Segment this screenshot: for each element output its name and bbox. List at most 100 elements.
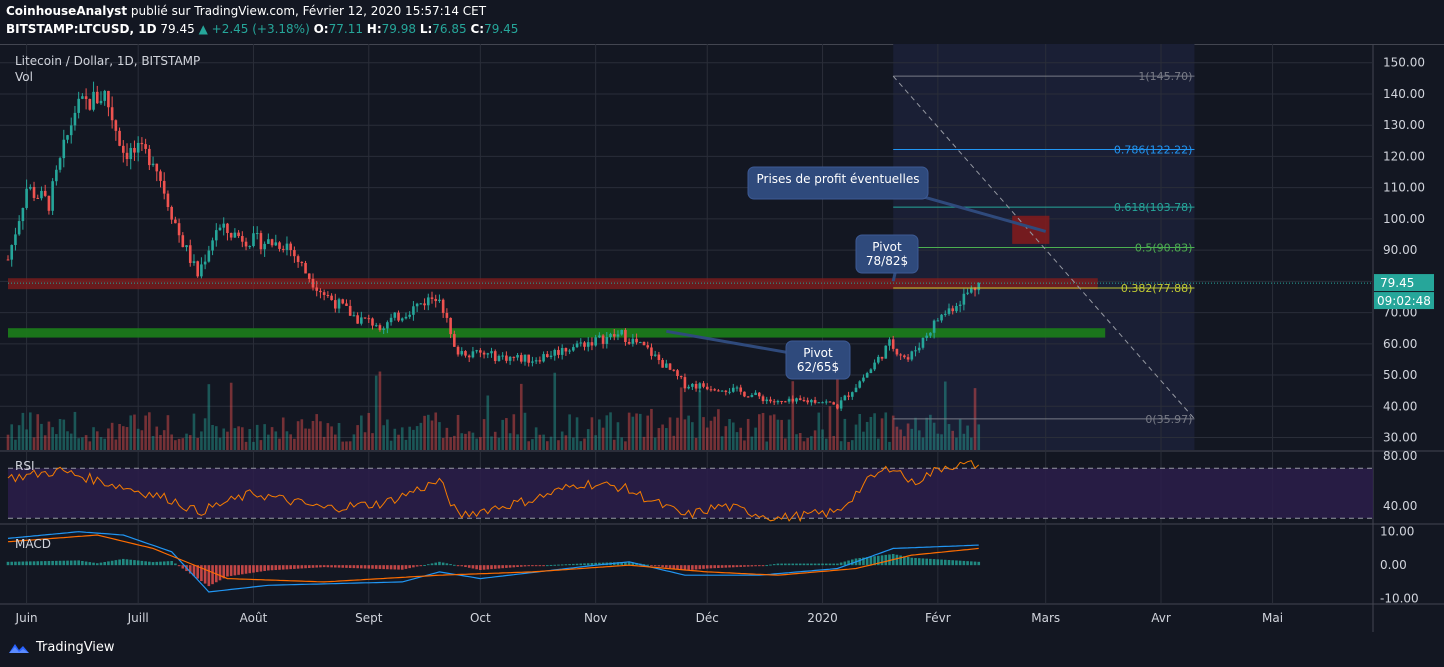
candle xyxy=(899,354,902,356)
price-tick-label: 110.00 xyxy=(1383,181,1425,195)
macd-histogram-bar xyxy=(47,561,51,566)
volume-bar xyxy=(404,439,408,450)
candle xyxy=(862,377,865,382)
macd-histogram-bar xyxy=(170,560,173,566)
macd-histogram-bar xyxy=(910,557,914,566)
macd-histogram-bar xyxy=(575,563,579,566)
macd-histogram-bar xyxy=(698,565,702,570)
candle xyxy=(241,236,244,242)
candle xyxy=(557,349,560,355)
candle xyxy=(107,90,110,108)
candle xyxy=(248,246,252,248)
candle xyxy=(84,96,88,99)
candle xyxy=(367,318,371,320)
candle xyxy=(322,292,326,295)
candle xyxy=(505,355,508,361)
candle xyxy=(40,190,43,199)
candle xyxy=(360,317,363,324)
volume-bar xyxy=(854,424,858,450)
volume-bar xyxy=(679,387,683,450)
candle xyxy=(977,283,981,291)
macd-histogram-bar xyxy=(192,565,196,577)
volume-bar xyxy=(802,441,806,450)
candle xyxy=(638,341,642,343)
macd-histogram-bar xyxy=(560,564,564,566)
zone-support xyxy=(8,328,1106,338)
volume-bar xyxy=(646,415,650,450)
callout-box xyxy=(785,340,851,380)
candle xyxy=(237,232,240,237)
rsi-line xyxy=(7,460,980,523)
macd-histogram-bar xyxy=(352,565,356,569)
candle xyxy=(36,197,40,199)
macd-histogram-bar xyxy=(99,562,103,566)
volume-bar xyxy=(300,419,304,450)
macd-histogram-bar xyxy=(598,562,601,566)
footer-brand[interactable]: TradingView xyxy=(8,640,115,655)
macd-histogram-bar xyxy=(810,563,813,566)
macd-histogram-bar xyxy=(423,564,426,566)
volume-bar xyxy=(360,415,363,450)
volume-bar xyxy=(780,419,783,450)
volume-bar xyxy=(285,431,289,450)
candle xyxy=(583,342,586,347)
candle xyxy=(784,401,787,403)
rsi-tick-label: 40.00 xyxy=(1383,499,1417,513)
macd-histogram-bar xyxy=(940,559,943,566)
candle xyxy=(207,250,211,262)
volume-bar xyxy=(977,424,981,450)
volume-bar xyxy=(724,426,728,450)
volume-bar xyxy=(88,441,92,450)
candle xyxy=(616,334,620,337)
volume-bar xyxy=(430,420,434,450)
candle xyxy=(21,207,25,222)
time-tick-label: Sept xyxy=(355,611,383,625)
volume-bar xyxy=(423,415,426,450)
candle xyxy=(196,261,199,277)
rsi-band xyxy=(8,468,1373,519)
ticker: BITSTAMP:LTCUSD, 1D xyxy=(6,22,157,36)
candle xyxy=(877,356,880,363)
candle xyxy=(657,354,661,361)
candle xyxy=(586,342,590,347)
candle xyxy=(698,383,702,389)
candle xyxy=(854,387,858,393)
macd-histogram-bar xyxy=(278,565,281,570)
volume-bar xyxy=(464,433,467,450)
volume-bar xyxy=(705,427,709,450)
volume-bar xyxy=(787,419,791,450)
macd-histogram-bar xyxy=(958,560,962,566)
volume-bar xyxy=(560,431,564,450)
candle xyxy=(114,120,118,131)
volume-bar xyxy=(631,416,635,450)
volume-bar xyxy=(389,440,393,450)
candle xyxy=(133,147,136,153)
candle xyxy=(43,190,47,196)
candle xyxy=(464,351,467,356)
volume-bar xyxy=(947,424,951,450)
volume-bar xyxy=(858,414,862,450)
volume-bar xyxy=(408,426,411,450)
rsi-pane: RSI 80.00 40.00 xyxy=(7,449,1417,523)
volume-bar xyxy=(568,414,571,450)
candle xyxy=(880,356,884,359)
macd-histogram-bar xyxy=(21,561,25,566)
volume-bar xyxy=(657,428,661,450)
volume-bar xyxy=(293,438,296,450)
volume-bar xyxy=(839,441,843,450)
macd-histogram-bar xyxy=(307,565,311,569)
candle xyxy=(601,335,605,344)
volume-bar xyxy=(419,422,423,450)
low-value: 76.85 xyxy=(432,22,467,36)
macd-histogram-bar xyxy=(281,565,285,570)
candle xyxy=(653,354,657,356)
macd-histogram-bar xyxy=(925,558,928,566)
macd-histogram-bar xyxy=(341,565,345,568)
volume-bar xyxy=(761,412,765,450)
volume-bar xyxy=(233,428,237,450)
candle xyxy=(192,261,196,263)
macd-histogram-bar xyxy=(836,563,839,566)
macd-histogram-bar xyxy=(460,565,464,567)
candle xyxy=(345,303,348,306)
